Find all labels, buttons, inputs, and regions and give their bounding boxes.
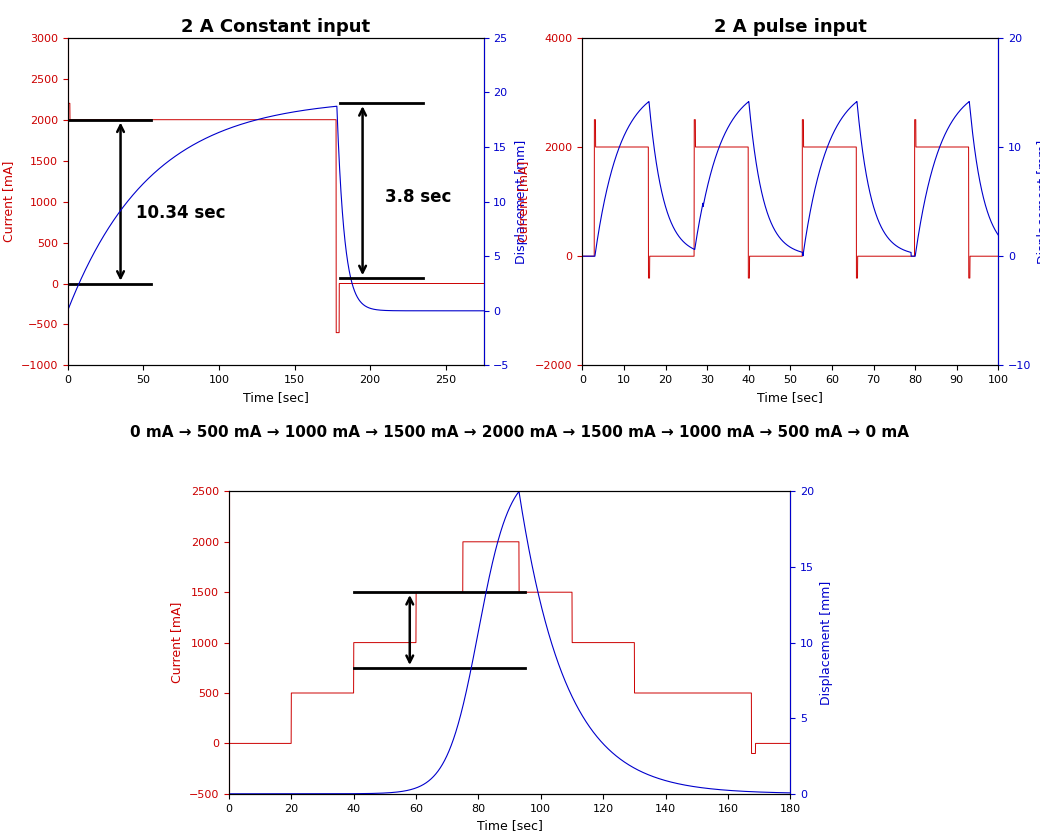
Y-axis label: Displacement [mm]: Displacement [mm]	[820, 580, 833, 705]
Title: 2 A pulse input: 2 A pulse input	[714, 18, 866, 36]
Title: 2 A Constant input: 2 A Constant input	[181, 18, 370, 36]
Text: 0 mA → 500 mA → 1000 mA → 1500 mA → 2000 mA → 1500 mA → 1000 mA → 500 mA → 0 mA: 0 mA → 500 mA → 1000 mA → 1500 mA → 2000…	[130, 425, 910, 440]
X-axis label: Time [sec]: Time [sec]	[242, 391, 309, 404]
X-axis label: Time [sec]: Time [sec]	[757, 391, 824, 404]
Text: 3.8 sec: 3.8 sec	[385, 187, 451, 206]
Text: 10.34 sec: 10.34 sec	[135, 204, 226, 222]
Y-axis label: Displacement [mm]: Displacement [mm]	[515, 139, 528, 264]
X-axis label: Time [sec]: Time [sec]	[476, 819, 543, 832]
Y-axis label: Current [mA]: Current [mA]	[2, 161, 15, 242]
Y-axis label: Current [mA]: Current [mA]	[517, 161, 529, 242]
Y-axis label: Current [mA]: Current [mA]	[171, 602, 183, 683]
Y-axis label: Displacement [mm]: Displacement [mm]	[1037, 139, 1040, 264]
